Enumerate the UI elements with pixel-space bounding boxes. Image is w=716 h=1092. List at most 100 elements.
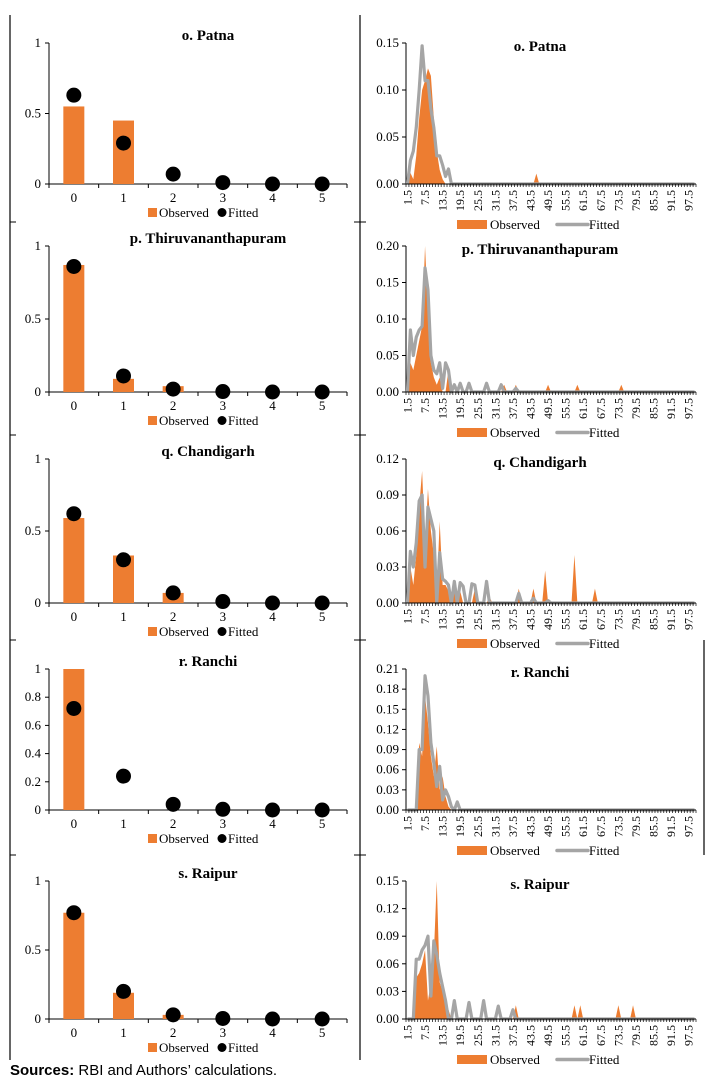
chart-title: s. Raipur <box>510 877 570 893</box>
legend-label-observed: Observed <box>490 217 540 232</box>
legend-label-fitted: Fitted <box>589 636 620 651</box>
x-tick-label: 73.5 <box>611 816 625 837</box>
y-tick-label: 0.00 <box>376 802 399 817</box>
legend-label-fitted: Fitted <box>589 425 620 440</box>
x-tick-label: 79.5 <box>629 190 643 211</box>
x-tick-label: 55.5 <box>559 816 573 837</box>
x-tick-label: 2 <box>170 398 177 413</box>
point-fitted <box>215 175 231 191</box>
point-fitted <box>165 796 181 812</box>
point-fitted <box>66 700 82 716</box>
x-tick-label: 67.5 <box>594 398 608 419</box>
point-fitted <box>66 506 82 522</box>
x-tick-label: 13.5 <box>436 816 450 837</box>
x-tick-label: 4 <box>269 609 276 624</box>
legend-label-fitted: Fitted <box>228 1040 259 1055</box>
area-observed <box>407 68 695 184</box>
legend-label-observed: Observed <box>159 413 209 428</box>
x-tick-label: 55.5 <box>559 1025 573 1046</box>
x-tick-label: 79.5 <box>629 609 643 630</box>
y-tick-label: 0.20 <box>376 238 399 253</box>
x-tick-label: 3 <box>220 190 227 205</box>
x-tick-label: 13.5 <box>436 190 450 211</box>
x-tick-label: 7.5 <box>418 398 432 413</box>
x-tick-label: 37.5 <box>506 609 520 630</box>
legend-swatch-fitted <box>217 834 227 843</box>
bar-observed <box>63 518 85 603</box>
bar-observed <box>63 106 85 184</box>
x-tick-label: 67.5 <box>594 190 608 211</box>
chart-left-1: p. Thiruvananthapuram 0 0.5 1 0 1 2 3 4 5 Observed… <box>25 231 348 428</box>
legend-label-fitted: Fitted <box>589 217 620 232</box>
legend-label-fitted: Fitted <box>589 1052 620 1067</box>
point-fitted <box>66 258 82 274</box>
legend-swatch-observed <box>457 639 487 648</box>
x-tick-label: 31.5 <box>488 398 502 419</box>
legend-label-observed: Observed <box>159 624 209 639</box>
x-tick-label: 3 <box>220 609 227 624</box>
x-tick-label: 55.5 <box>559 609 573 630</box>
point-fitted <box>265 384 280 400</box>
x-tick-label: 13.5 <box>436 398 450 419</box>
x-tick-label: 4 <box>269 398 276 413</box>
x-tick-label: 31.5 <box>488 609 502 630</box>
y-tick-label: 0.15 <box>376 35 399 50</box>
x-tick-label: 2 <box>170 190 177 205</box>
y-tick-label: 0.5 <box>25 311 41 326</box>
x-tick-label: 91.5 <box>664 1025 678 1046</box>
x-tick-label: 7.5 <box>418 816 432 831</box>
y-tick-label: 0 <box>35 384 42 399</box>
y-tick-label: 1 <box>35 35 42 50</box>
x-tick-label: 13.5 <box>436 1025 450 1046</box>
x-tick-label: 73.5 <box>611 190 625 211</box>
chart-right-3: r. Ranchi 0.00 0.03 0.06 0.09 0.12 0.15 0.18 0.2… <box>376 661 697 858</box>
y-tick-label: 0.09 <box>376 487 399 502</box>
area-observed <box>407 471 695 603</box>
point-fitted <box>314 595 330 611</box>
legend-label-observed: Observed <box>490 1052 540 1067</box>
x-tick-label: 37.5 <box>506 398 520 419</box>
legend-swatch-observed <box>457 1055 487 1064</box>
chart-title: q. Chandigarh <box>493 455 587 471</box>
point-fitted <box>116 983 131 999</box>
x-tick-label: 31.5 <box>488 1025 502 1046</box>
line-fitted <box>407 674 695 812</box>
y-tick-label: 0.00 <box>376 595 399 610</box>
chart-title: o. Patna <box>514 39 567 55</box>
y-tick-label: 0.6 <box>25 717 42 732</box>
point-fitted <box>265 1011 280 1027</box>
legend-label-fitted: Fitted <box>228 624 259 639</box>
x-tick-label: 13.5 <box>436 609 450 630</box>
chart-right-2: q. Chandigarh 0.00 0.03 0.06 0.09 0.12 1.5 7.5 1… <box>376 451 697 651</box>
point-fitted <box>165 381 181 397</box>
x-tick-label: 43.5 <box>523 609 537 630</box>
x-tick-label: 49.5 <box>541 609 555 630</box>
x-tick-label: 4 <box>269 1025 276 1040</box>
legend-label-observed: Observed <box>490 425 540 440</box>
y-tick-label: 0.15 <box>376 275 399 290</box>
legend-swatch-observed <box>148 834 157 843</box>
chart-title: p. Thiruvananthapuram <box>462 242 619 258</box>
legend-label-observed: Observed <box>490 843 540 858</box>
x-tick-label: 0 <box>71 609 78 624</box>
x-tick-label: 49.5 <box>541 398 555 419</box>
x-tick-label: 67.5 <box>594 1025 608 1046</box>
y-tick-label: 0.06 <box>376 762 399 777</box>
legend-swatch-observed <box>148 1043 157 1052</box>
chart-left-4: s. Raipur 0 0.5 1 0 1 2 3 4 5 Observed Fitted <box>25 866 348 1055</box>
x-tick-label: 3 <box>220 1025 227 1040</box>
x-tick-label: 61.5 <box>576 398 590 419</box>
legend-swatch-observed <box>457 428 487 437</box>
x-tick-label: 19.5 <box>453 609 467 630</box>
point-fitted <box>165 1007 181 1023</box>
legend-swatch-fitted <box>217 1043 227 1052</box>
area-observed <box>407 881 695 1019</box>
point-fitted <box>66 905 82 921</box>
y-tick-label: 0.15 <box>376 873 399 888</box>
chart-left-3: r. Ranchi 0 0.2 0.4 0.6 0.8 1 0 1 2 3 4 5 Observed Fit… <box>25 654 348 846</box>
x-tick-label: 43.5 <box>523 816 537 837</box>
chart-title: p. Thiruvananthapuram <box>130 231 287 247</box>
x-tick-label: 1.5 <box>400 609 414 624</box>
x-tick-label: 5 <box>319 398 326 413</box>
